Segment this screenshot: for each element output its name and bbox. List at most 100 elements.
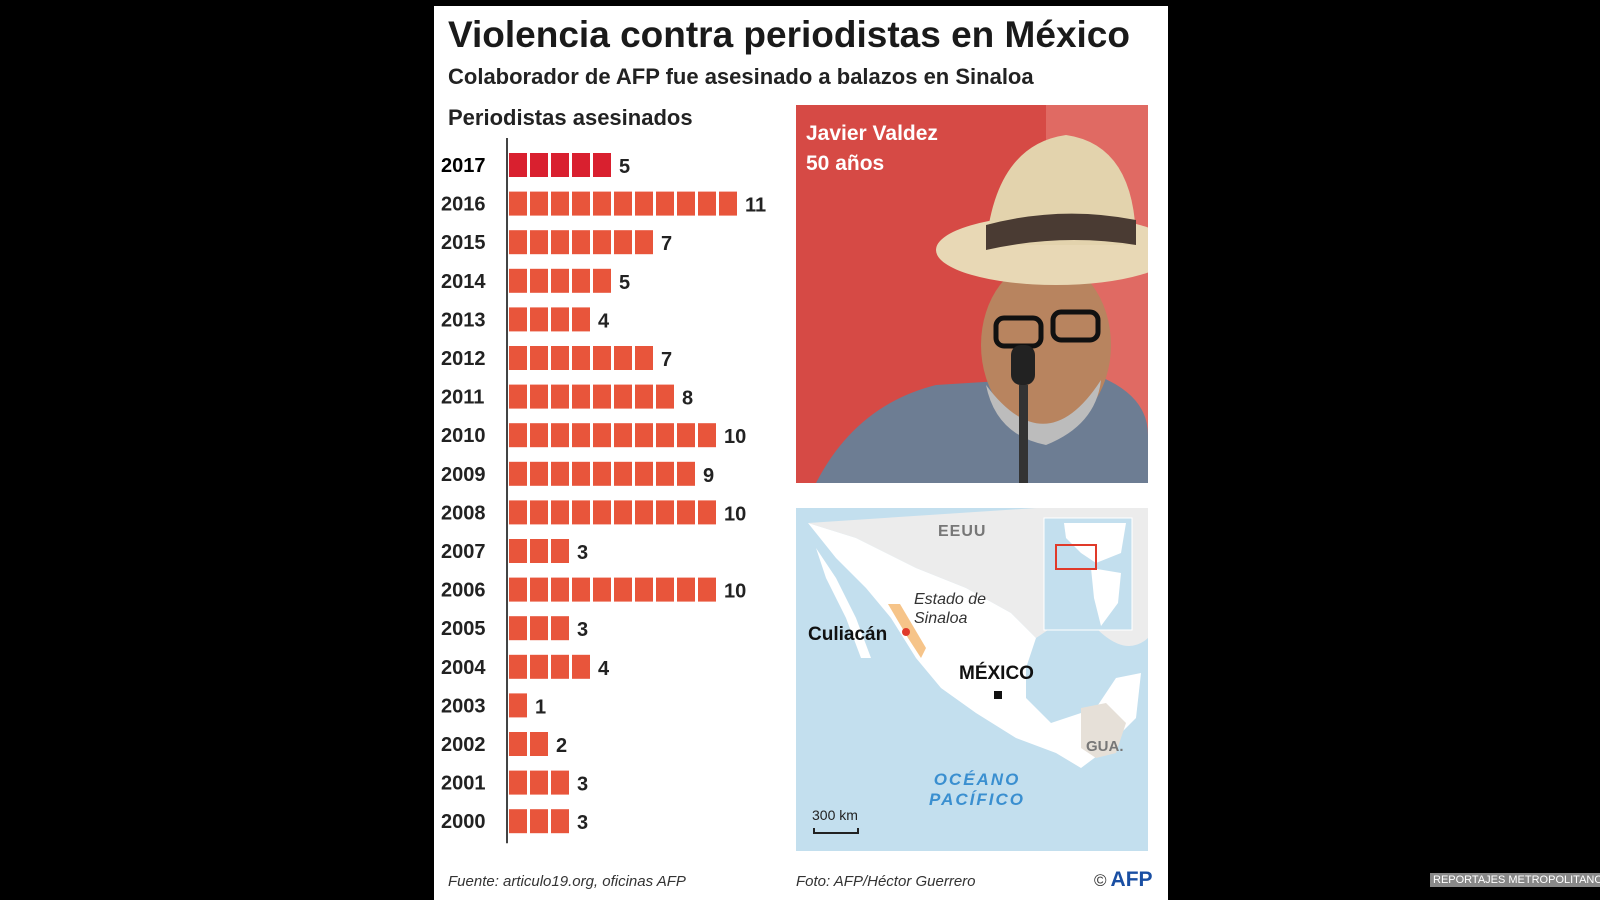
data-label-2013: 4 [598,310,610,332]
bar-2008-block-9 [677,500,695,525]
bar-2009-block-1 [509,461,527,486]
bar-2009-block-9 [677,461,695,486]
tick-label-2017: 2017 [441,155,486,177]
bar-2013-block-4 [572,307,590,332]
bar-2014-block-5 [593,268,611,293]
bar-2005-block-3 [551,616,569,641]
tick-label-2014: 2014 [441,271,486,293]
bar-2009-block-8 [656,461,674,486]
bar-2010-block-1 [509,423,527,448]
bar-2007-block-1 [509,539,527,563]
bar-2008-block-3 [551,500,569,525]
bar-2014-block-2 [530,268,548,293]
bar-2016-block-10 [698,191,716,216]
tick-label-2011: 2011 [441,387,484,409]
bar-2003-block-1 [509,693,527,718]
chart-title: Periodistas asesinados [448,105,693,130]
bar-2002-block-1 [509,732,527,756]
bar-2010-block-7 [635,423,653,448]
tick-label-2004: 2004 [441,657,486,679]
bar-2000-block-1 [509,809,527,834]
tick-label-2002: 2002 [441,734,486,756]
bar-2009-block-4 [572,461,590,486]
bar-2010-block-6 [614,423,632,448]
bar-2009-block-2 [530,461,548,486]
data-label-2016: 11 [745,195,766,217]
person-name: Javier Valdez [806,122,938,145]
bar-2017-block-3 [551,153,569,177]
label-mexico: MÉXICO [959,663,1034,684]
tick-label-2010: 2010 [441,425,486,447]
data-label-2001: 3 [577,774,588,796]
bar-2012-block-4 [572,346,590,370]
bar-2008-block-10 [698,500,716,525]
bar-2015-block-2 [530,230,548,255]
bar-2011-block-8 [656,384,674,409]
bar-2008-block-7 [635,500,653,525]
bar-2016-block-7 [635,191,653,216]
portrait-illustration [796,105,1148,483]
data-label-2003: 1 [535,696,546,718]
bar-2011-block-1 [509,384,527,409]
bar-2011-block-4 [572,384,590,409]
data-label-2000: 3 [577,812,588,834]
label-eeuu: EEUU [938,523,987,540]
tick-label-2012: 2012 [441,348,486,370]
map-scale: 300 km [812,807,858,823]
bar-2009-block-3 [551,461,569,486]
bar-2015-block-4 [572,230,590,255]
bar-2006-block-7 [635,577,653,602]
bar-2004-block-3 [551,654,569,679]
bar-2016-block-5 [593,191,611,216]
bar-2001-block-1 [509,770,527,795]
watermark: REPORTAJES METROPOLITANOS [1430,873,1600,887]
data-label-2008: 10 [724,503,746,525]
bar-2002-block-2 [530,732,548,756]
bar-2012-block-3 [551,346,569,370]
copyright-symbol: © [1094,871,1107,890]
data-label-2007: 3 [577,542,588,564]
bar-2015-block-5 [593,230,611,255]
bar-2001-block-2 [530,770,548,795]
data-label-2009: 9 [703,465,714,487]
data-label-2010: 10 [724,426,746,448]
data-label-2006: 10 [724,581,746,603]
bar-2010-block-8 [656,423,674,448]
bar-2017-block-2 [530,153,548,177]
bar-2016-block-8 [656,191,674,216]
bar-2006-block-8 [656,577,674,602]
tick-label-2013: 2013 [441,309,486,331]
bar-2016-block-9 [677,191,695,216]
page-title: Violencia contra periodistas en México [448,14,1130,55]
bar-2016-block-1 [509,191,527,216]
tick-label-2007: 2007 [441,541,486,563]
bar-2013-block-2 [530,307,548,332]
bar-2015-block-3 [551,230,569,255]
label-guatemala: GUA. [1086,738,1124,755]
bar-chart: 2017 5 2016 11 2015 7 2014 5 2013 4 2012 7 2011 8 2010… [441,138,766,844]
bar-2006-block-5 [593,577,611,602]
tick-label-2003: 2003 [441,695,486,717]
bar-2016-block-4 [572,191,590,216]
bar-2013-block-1 [509,307,527,332]
tick-label-2009: 2009 [441,464,486,486]
bar-2006-block-3 [551,577,569,602]
bar-2010-block-10 [698,423,716,448]
source-note: Fuente: articulo19.org, oficinas AFP [448,873,686,890]
bar-2009-block-6 [614,461,632,486]
afp-wordmark: AFP [1110,868,1153,891]
infographic-card: Violencia contra periodistas en México C… [434,6,1168,900]
bar-2012-block-7 [635,346,653,370]
bar-2006-block-6 [614,577,632,602]
bar-2010-block-5 [593,423,611,448]
bar-2011-block-2 [530,384,548,409]
bar-2011-block-7 [635,384,653,409]
bar-2010-block-4 [572,423,590,448]
bar-2015-block-1 [509,230,527,255]
map-illustration [796,508,1148,851]
person-age: 50 años [806,152,885,175]
bar-2015-block-6 [614,230,632,255]
bar-2017-block-4 [572,153,590,177]
label-sinaloa-state: Estado de Sinaloa [914,591,987,627]
bar-2016-block-3 [551,191,569,216]
